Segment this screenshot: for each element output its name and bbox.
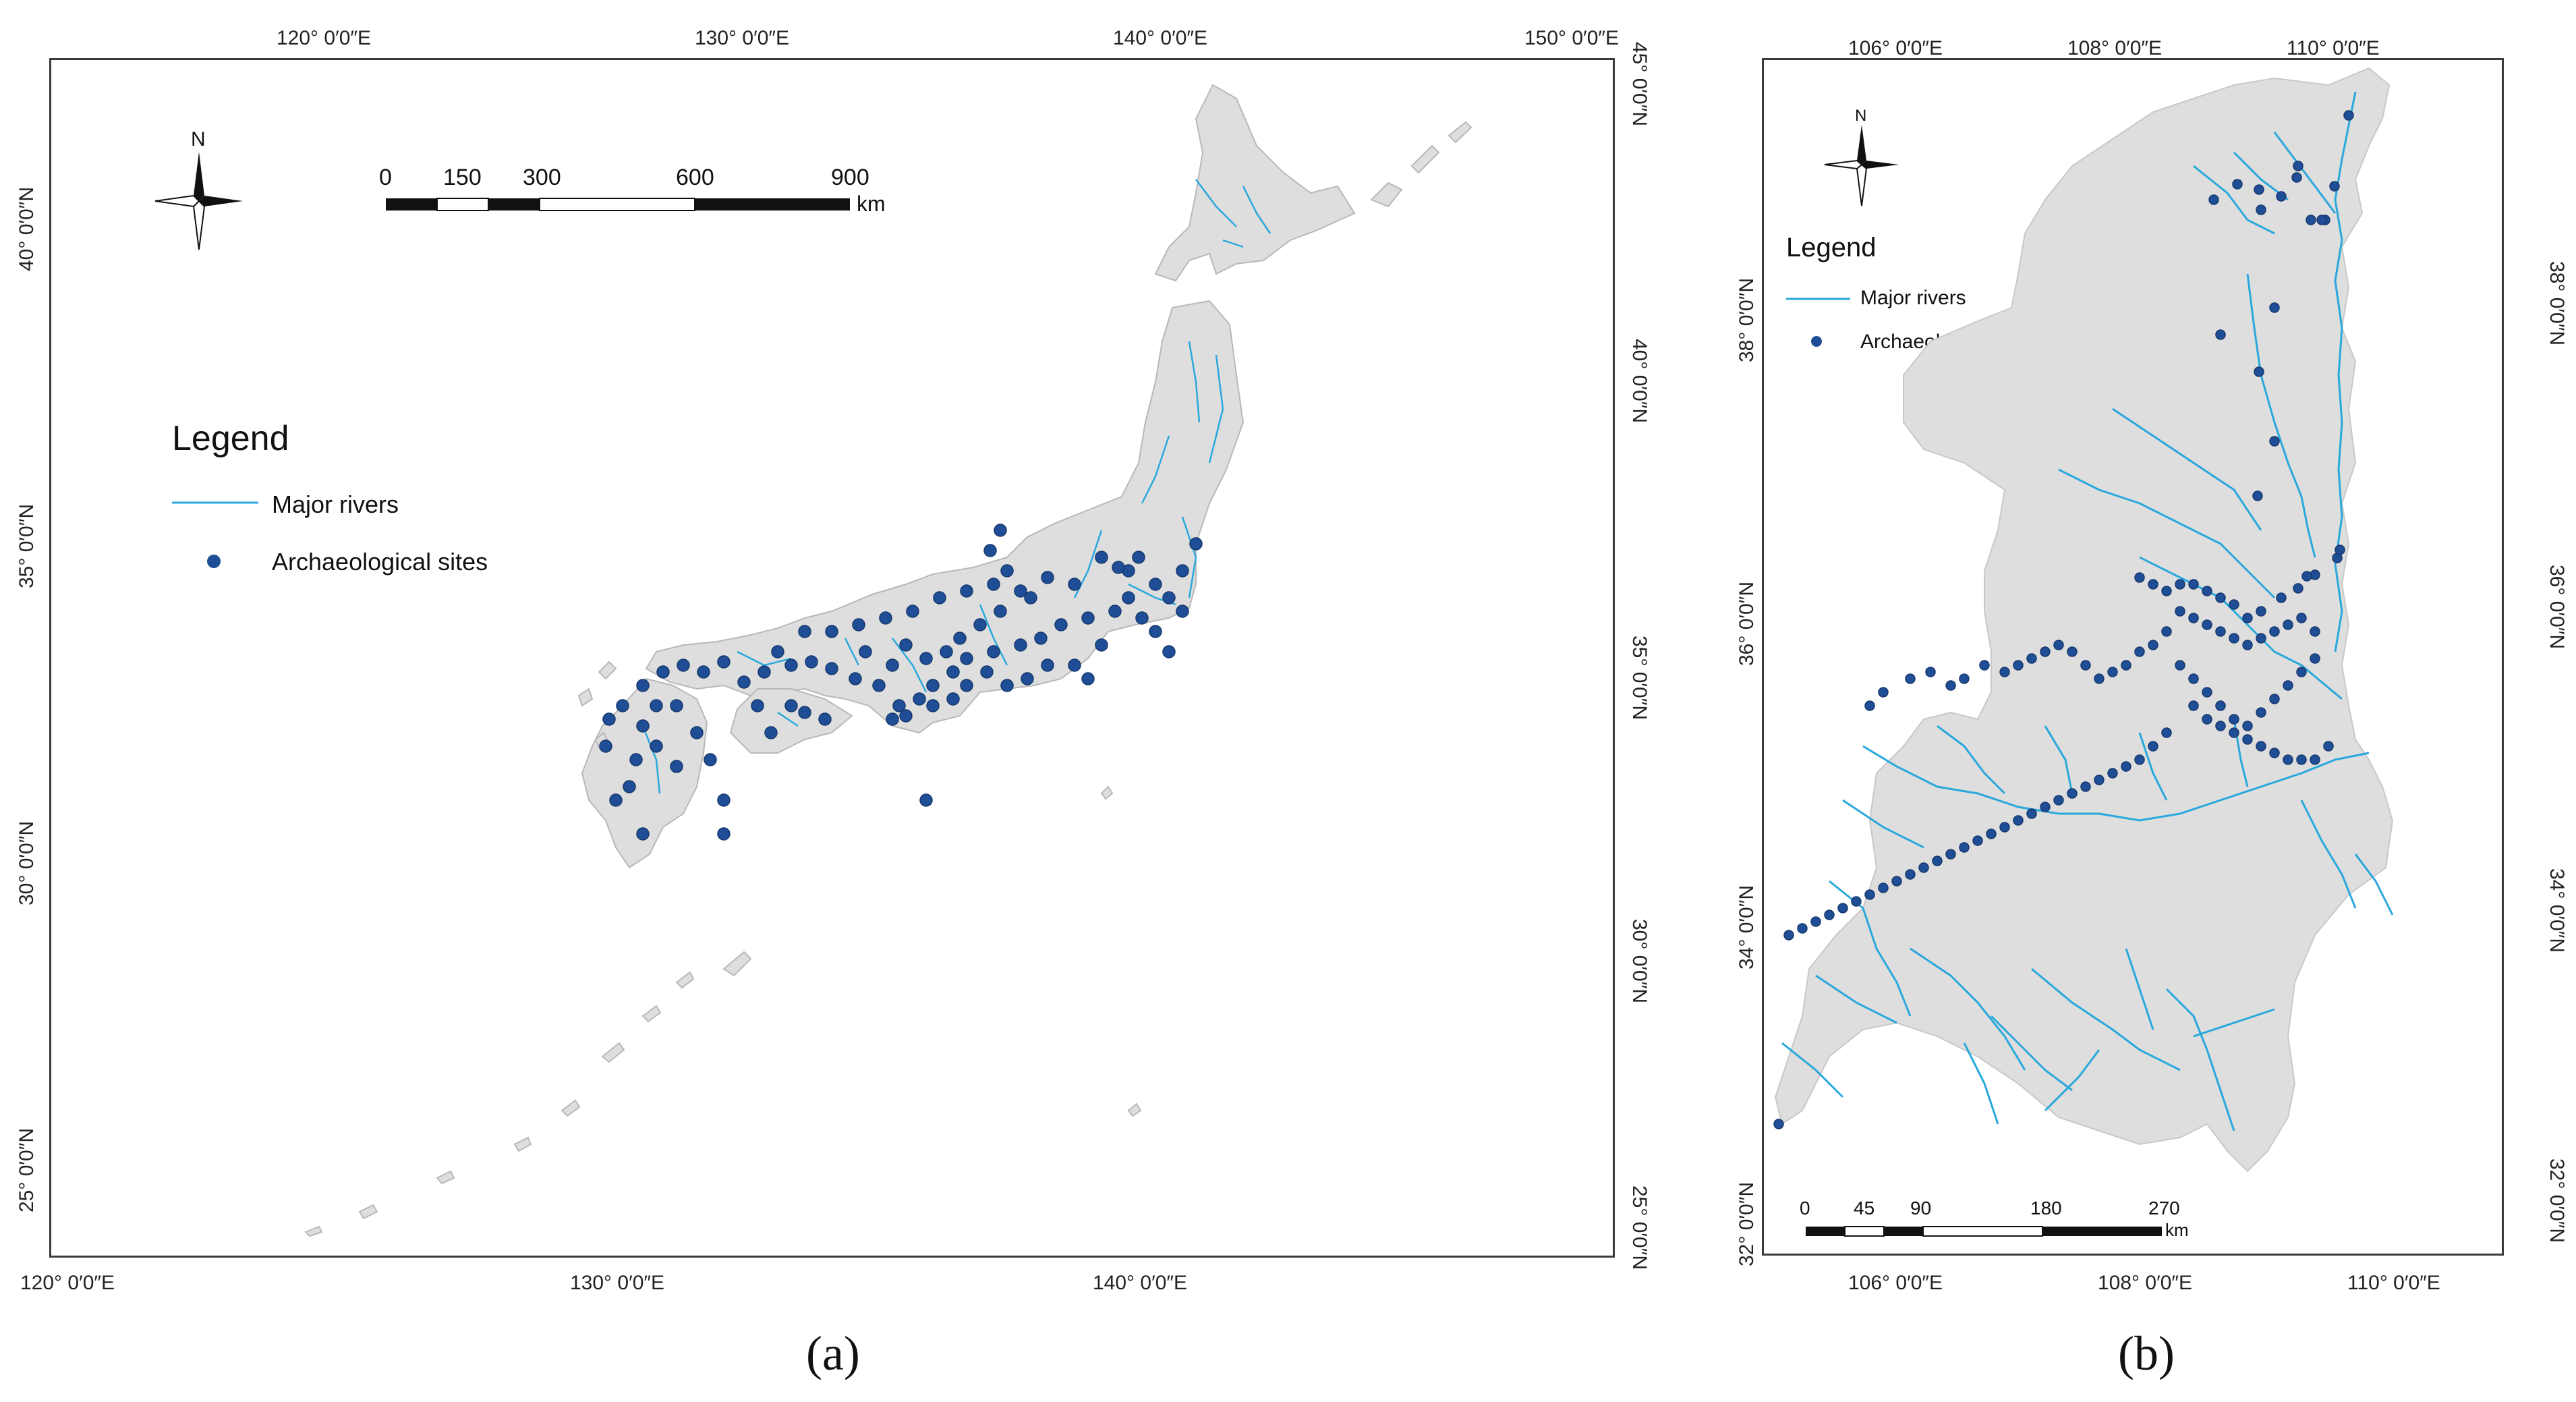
top-tick-140e: 140° 0′0″E	[1113, 27, 1208, 49]
left-tick-b-34n: 34° 0′0″N	[1736, 885, 1758, 970]
right-tick-45n: 45° 0′0″N	[1628, 42, 1651, 126]
north-label-b: N	[1855, 107, 1867, 125]
scale-bar-a	[386, 198, 850, 211]
legend-title-a: Legend	[172, 419, 289, 458]
top-tick-120e: 120° 0′0″E	[277, 27, 372, 49]
shaanxi-map	[1773, 67, 2394, 1173]
bottom-tick-140e: 140° 0′0″E	[1093, 1272, 1188, 1294]
right-tick-30n: 30° 0′0″N	[1628, 919, 1651, 1003]
scale-b-label-270: 270	[2148, 1198, 2180, 1218]
left-tick-b-36n: 36° 0′0″N	[1736, 582, 1758, 666]
scale-bar-b	[1806, 1226, 2162, 1237]
legend-sites-label-a: Archaeological sites	[272, 548, 488, 576]
bottom-tick-b-106e: 106° 0′0″E	[1848, 1272, 1943, 1294]
north-arrow-a	[154, 152, 243, 250]
panel-a-caption: (a)	[806, 1326, 860, 1380]
top-tick-150e: 150° 0′0″E	[1524, 27, 1620, 49]
scale-a-unit: km	[857, 192, 886, 216]
legend-rivers-label-b: Major rivers	[1860, 287, 1966, 309]
left-tick-30n: 30° 0′0″N	[16, 821, 38, 905]
legend-site-swatch-b	[1811, 336, 1822, 347]
top-tick-130e: 130° 0′0″E	[695, 27, 790, 49]
scale-a-label-900: 900	[831, 165, 869, 190]
panel-b-caption: (b)	[2118, 1326, 2175, 1380]
left-tick-40n: 40° 0′0″N	[16, 187, 38, 271]
scale-b-label-90: 90	[1910, 1198, 1932, 1218]
legend-title-b: Legend	[1786, 233, 1877, 262]
right-tick-25n: 25° 0′0″N	[1628, 1185, 1651, 1270]
japan-map	[304, 84, 1472, 1237]
left-tick-b-38n: 38° 0′0″N	[1736, 278, 1758, 362]
bottom-tick-130e: 130° 0′0″E	[570, 1272, 665, 1294]
right-tick-b-34n: 34° 0′0″N	[2546, 868, 2568, 953]
legend-river-swatch-b	[1786, 298, 1850, 300]
right-tick-b-32n: 32° 0′0″N	[2546, 1158, 2568, 1243]
scale-b-label-45: 45	[1854, 1198, 1875, 1218]
north-label-a: N	[191, 128, 206, 150]
scale-b-unit: km	[2165, 1220, 2189, 1240]
legend-site-swatch-a	[207, 555, 221, 568]
scale-a-label-300: 300	[523, 165, 561, 190]
top-tick-b-108e: 108° 0′0″E	[2067, 37, 2163, 59]
right-tick-b-38n: 38° 0′0″N	[2546, 261, 2568, 345]
bottom-tick-b-108e: 108° 0′0″E	[2098, 1272, 2193, 1294]
scale-a-label-150: 150	[443, 165, 482, 190]
legend-rivers-label-a: Major rivers	[272, 490, 399, 518]
legend-river-swatch-a	[172, 501, 258, 504]
top-tick-b-106e: 106° 0′0″E	[1848, 37, 1943, 59]
scale-b-label-0: 0	[1800, 1198, 1810, 1218]
scale-a-label-0: 0	[379, 165, 392, 190]
left-tick-25n: 25° 0′0″N	[16, 1128, 38, 1212]
bottom-tick-b-110e: 110° 0′0″E	[2347, 1272, 2440, 1294]
left-tick-35n: 35° 0′0″N	[16, 504, 38, 588]
top-tick-b-110e: 110° 0′0″E	[2287, 37, 2380, 59]
right-tick-b-36n: 36° 0′0″N	[2546, 565, 2568, 649]
right-tick-40n: 40° 0′0″N	[1628, 339, 1651, 423]
scale-a-label-600: 600	[676, 165, 714, 190]
north-arrow-b	[1824, 125, 1899, 206]
right-tick-35n: 35° 0′0″N	[1628, 636, 1651, 720]
bottom-tick-120e: 120° 0′0″E	[20, 1272, 115, 1294]
left-tick-b-32n: 32° 0′0″N	[1736, 1182, 1758, 1266]
scale-b-label-180: 180	[2030, 1198, 2062, 1218]
